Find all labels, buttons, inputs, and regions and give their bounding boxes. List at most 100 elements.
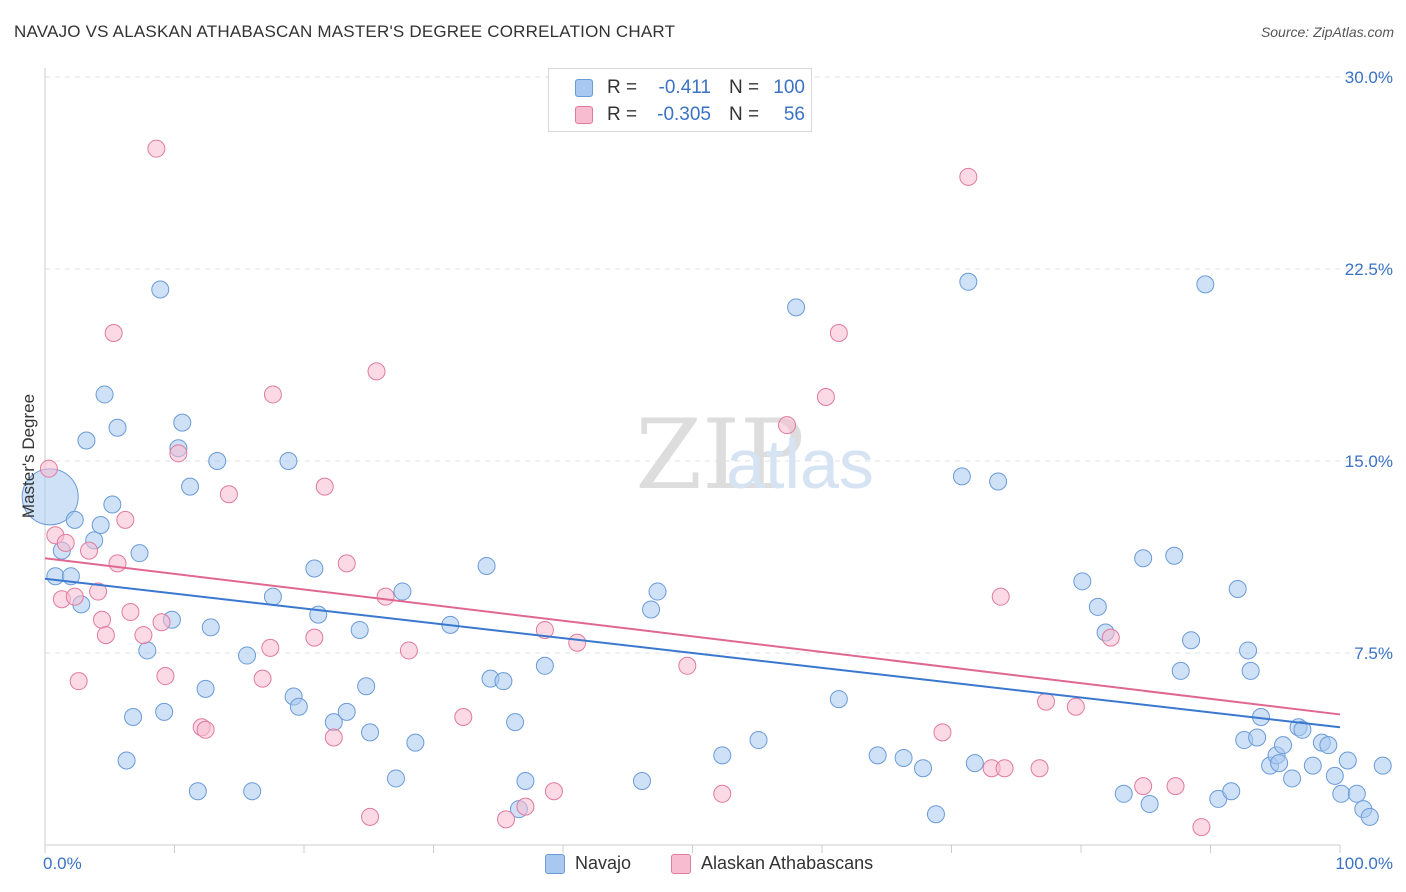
athabascan-point [169, 444, 188, 463]
navajo-point [65, 510, 84, 529]
navajo-point [238, 646, 257, 665]
navajo-point [1171, 661, 1190, 680]
navajo-point [632, 772, 651, 790]
legend-swatch-navajo [575, 79, 593, 97]
athabascan-point [156, 667, 175, 686]
navajo-point [914, 759, 933, 778]
navajo-point [749, 731, 768, 750]
navajo-trend-line [44, 577, 1341, 729]
navajo-point [1303, 756, 1322, 775]
navajo-point [894, 748, 913, 767]
athabascan-point [933, 723, 952, 742]
navajo-point [350, 620, 369, 639]
athabascan-point [1134, 777, 1153, 796]
athabascan-trend-line [44, 557, 1341, 716]
navajo-point [1248, 728, 1267, 747]
chart-title: NAVAJO VS ALASKAN ATHABASCAN MASTER'S DE… [14, 22, 676, 41]
navajo-point [130, 544, 149, 563]
y-tick-label: 15.0% [1345, 452, 1393, 471]
navajo-point [46, 567, 65, 586]
y-axis-label: Master's Degree [19, 394, 38, 518]
navajo-point [201, 618, 220, 637]
navajo-point [188, 782, 207, 801]
navajo-point [289, 697, 308, 716]
navajo-point [208, 452, 227, 470]
athabascan-point [678, 656, 697, 675]
athabascan-point [959, 167, 978, 186]
athabascan-point [305, 628, 324, 647]
navajo-point [959, 272, 978, 291]
navajo-point [1360, 807, 1379, 826]
y-tick-label: 7.5% [1354, 644, 1393, 663]
athabascan-point [816, 388, 835, 406]
navajo-point [91, 516, 110, 534]
navajo-point [1373, 756, 1392, 775]
navajo-point [1241, 661, 1260, 680]
athabascan-point [1166, 777, 1185, 796]
navajo-point [279, 452, 298, 470]
athabascan-point [219, 485, 238, 504]
navajo-point [1088, 597, 1107, 616]
navajo-point [713, 746, 732, 765]
navajo-point [1114, 784, 1133, 803]
athabascan-point [1101, 628, 1120, 647]
trend-lines [44, 557, 1341, 729]
athabascan-point [778, 416, 797, 435]
athabascan-point [80, 541, 99, 560]
navajo-point [989, 472, 1008, 491]
navajo-point [1274, 736, 1293, 755]
legend-r-value: -0.411 [658, 77, 711, 98]
navajo-point [516, 772, 535, 790]
navajo-point [108, 418, 127, 437]
legend-r-label: R = [607, 77, 638, 98]
athabascan-point [829, 324, 848, 342]
navajo-point [103, 495, 122, 514]
y-tick-label: 22.5% [1345, 260, 1393, 279]
series-legend-swatch [545, 854, 565, 874]
navajo-point [1228, 580, 1247, 598]
navajo-point [1283, 769, 1302, 788]
navajo-point [155, 702, 174, 721]
tick-labels: 7.5% 15.0% 22.5% 30.0% 0.0% 100.0% [43, 68, 1393, 873]
series-legend-label: Navajo [575, 853, 632, 873]
legend-r-label: R = [607, 104, 638, 125]
navajo-point [393, 582, 412, 601]
navajo-point [151, 280, 170, 299]
athabascan-point [116, 510, 135, 529]
navajo-point [506, 713, 525, 732]
navajo-point [263, 587, 282, 606]
navajo-point [117, 751, 136, 770]
navajo-point [1182, 631, 1201, 650]
navajo-point [642, 600, 661, 619]
axes [44, 68, 1341, 853]
athabascan-point [544, 782, 563, 801]
athabascan-point [96, 626, 115, 645]
athabascan-point [995, 759, 1014, 778]
source-label: Source: ZipAtlas.com [1260, 24, 1394, 40]
navajo-point [1293, 720, 1312, 739]
athabascan-point [39, 459, 58, 478]
legend-row-athabascan: R = -0.305 N = 56 [549, 102, 811, 128]
athabascan-point [1030, 759, 1049, 778]
gridlines [45, 76, 1395, 654]
athabascan-point [253, 669, 272, 688]
athabascan-point [1066, 697, 1085, 716]
watermark-zip: ZIP [635, 399, 804, 511]
navajo-point [829, 690, 848, 709]
legend-n-value: 56 [783, 104, 805, 125]
athabascan-point [568, 633, 587, 652]
athabascan-point [367, 362, 386, 381]
navajo-point [181, 477, 200, 496]
navajo-point [1319, 736, 1338, 755]
legend-n-value: 100 [773, 77, 805, 98]
navajo-point [337, 702, 356, 721]
navajo-point [386, 769, 405, 788]
navajo-point [1140, 795, 1159, 814]
athabascan-point [516, 797, 535, 816]
navajo-point [1338, 751, 1357, 770]
athabascan-point [65, 587, 84, 606]
navajo-point [1134, 549, 1153, 568]
navajo-point [77, 431, 96, 450]
athabascan-point [147, 139, 166, 158]
navajo-point [1073, 572, 1092, 591]
